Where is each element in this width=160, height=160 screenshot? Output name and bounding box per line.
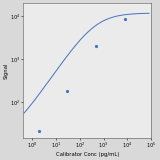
- X-axis label: Calibrator Conc (pg/mL): Calibrator Conc (pg/mL): [56, 152, 119, 156]
- Y-axis label: Signal: Signal: [4, 62, 8, 79]
